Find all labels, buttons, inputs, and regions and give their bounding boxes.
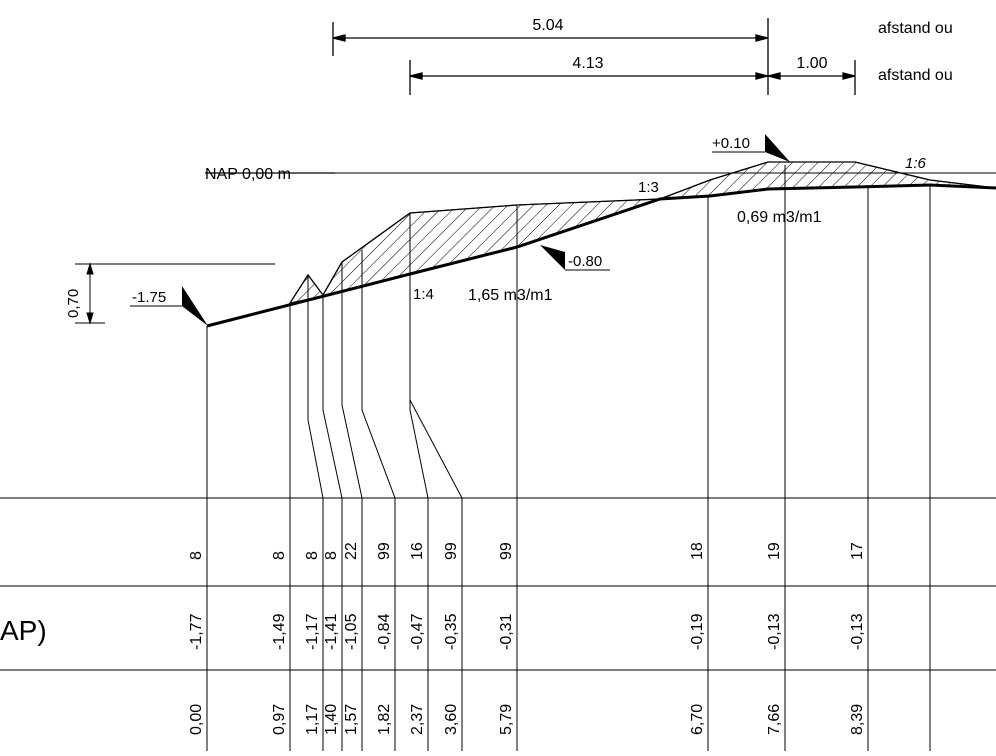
table-cell-distance: 6,70 (689, 704, 706, 735)
table-cell-distance: 1,82 (376, 704, 393, 735)
table-cell-code: 8 (304, 551, 321, 560)
crest-level-marker (712, 134, 790, 162)
dimension-right-value: 1.00 (796, 55, 827, 72)
table-grid (0, 497, 996, 671)
table-cell-level: -1,41 (323, 613, 340, 650)
table-cell-code: 99 (376, 542, 393, 560)
table-cell-level: -0,84 (376, 613, 393, 650)
dimension-mid-label: afstand ou (878, 67, 953, 84)
table-cell-level: -0,19 (689, 613, 706, 650)
table-cell-distance: 8,39 (849, 704, 866, 735)
table-cell-level: -1,17 (304, 613, 321, 650)
slope-label-2: 1:4 (413, 286, 434, 303)
table-cell-distance: 2,37 (409, 704, 426, 735)
volume-crest-label: 0,69 m3/m1 (737, 209, 822, 226)
table-cell-code: 19 (766, 542, 783, 560)
height-dimension (75, 262, 275, 325)
dimension-top-value: 5.04 (532, 17, 563, 34)
table-cell-distance: 3,60 (443, 704, 460, 735)
table-cell-distance: 7,66 (766, 704, 783, 735)
dimension-mid-value: 4.13 (572, 55, 603, 72)
table-cell-code: 99 (498, 542, 515, 560)
table-cell-distance: 1,17 (304, 704, 321, 735)
table-cell-code: 8 (323, 551, 340, 560)
dimension-top (332, 18, 769, 95)
table-cell-level: -1,05 (343, 613, 360, 650)
table-cell-level: -1,49 (271, 613, 288, 650)
volume-main-label: 1,65 m3/m1 (468, 287, 553, 304)
table-cell-level: -0,35 (443, 613, 460, 650)
slope-label-1: 1:3 (638, 179, 659, 196)
table-cell-distance: 1,57 (343, 704, 360, 735)
table-values: 8 -1,77 0,00 8 -1,49 0,97 8 -1,17 1,17 8 -1,41 1,40… (188, 542, 866, 735)
nap-label: NAP 0,00 m (205, 166, 291, 183)
table-cell-level: -0,13 (766, 613, 783, 650)
slope-label-3: 1:6 (905, 155, 927, 172)
table-cell-distance: 0,97 (271, 704, 288, 735)
table-cell-code: 22 (343, 542, 360, 560)
table-cell-code: 16 (409, 542, 426, 560)
inner-level-label: -0.80 (568, 253, 602, 270)
table-cell-code: 8 (188, 551, 205, 560)
toe-level-marker (130, 286, 208, 326)
table-cell-level: -1,77 (188, 613, 205, 650)
dimension-mid (409, 60, 856, 95)
table-cell-code: 99 (443, 542, 460, 560)
crest-level-label: +0.10 (712, 135, 750, 152)
table-cell-level: -0,47 (409, 613, 426, 650)
toe-level-label: -1.75 (132, 289, 166, 306)
table-cell-distance: 5,79 (498, 704, 515, 735)
table-cell-distance: 0,00 (188, 704, 205, 735)
new-profile-line (289, 161, 996, 304)
table-cell-code: 18 (689, 542, 706, 560)
leader-lines (206, 165, 931, 751)
table-cell-code: 8 (271, 551, 288, 560)
table-cell-level: -0,31 (498, 613, 515, 650)
table-row-label-level: AP) (0, 615, 47, 646)
height-dimension-label: 0,70 (65, 289, 82, 318)
dimension-top-label: afstand ou (878, 20, 953, 37)
inner-level-marker (540, 245, 610, 271)
table-cell-code: 17 (849, 542, 866, 560)
table-cell-distance: 1,40 (323, 704, 340, 735)
table-cell-level: -0,13 (849, 613, 866, 650)
existing-ground-line (206, 183, 996, 328)
